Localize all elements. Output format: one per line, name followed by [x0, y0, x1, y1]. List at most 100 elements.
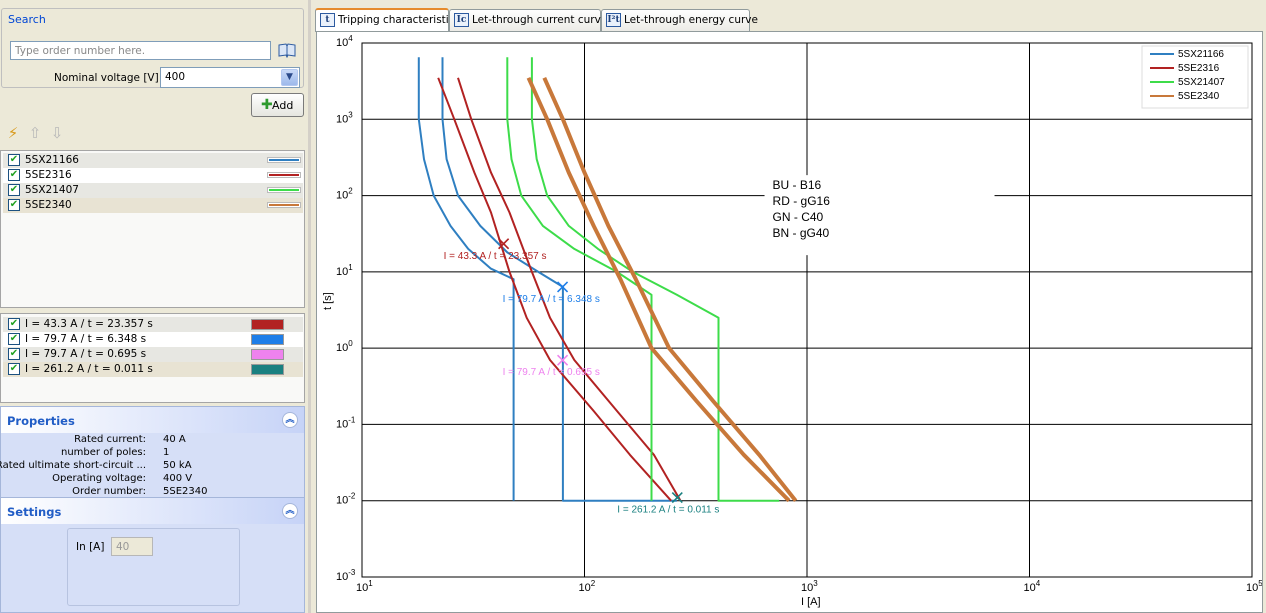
nominal-voltage-select[interactable]: 400 ▼: [160, 67, 300, 88]
x-axis-label: I [A]: [801, 596, 821, 608]
marker-list: ✔ I = 43.3 A / t = 23.357 s ✔ I = 79.7 A…: [0, 313, 305, 403]
rated-current-label: In [A]: [76, 541, 105, 553]
marker-checkbox[interactable]: ✔: [8, 363, 20, 375]
marker-label: I = 79.7 A / t = 0.695 s: [503, 367, 600, 378]
energy-curve-icon: I²t: [606, 13, 621, 27]
series-line-5SX21407: [530, 57, 780, 502]
property-value: 1: [163, 447, 170, 458]
curve-key-line: BN - gG40: [773, 226, 830, 240]
curve-key-line: RD - gG16: [773, 194, 831, 208]
y-tick-label: 10-1: [336, 415, 356, 430]
marker-label: I = 261.2 A / t = 0.011 s: [25, 363, 153, 375]
properties-header[interactable]: Properties ︽: [1, 407, 304, 433]
voltage-label: Nominal voltage [V]: [54, 72, 159, 84]
list-item[interactable]: ✔ I = 261.2 A / t = 0.011 s: [3, 362, 303, 377]
product-checkbox[interactable]: ✔: [8, 169, 20, 181]
product-label: 5SE2340: [25, 199, 72, 211]
series-line-5SX21166: [441, 57, 677, 502]
marker-checkbox[interactable]: ✔: [8, 348, 20, 360]
plus-icon: ✚: [261, 97, 273, 113]
x-tick-label: 102: [579, 579, 596, 594]
property-row: number of poles: 1: [1, 447, 306, 460]
series-swatch: [267, 157, 301, 163]
list-item[interactable]: ✔ 5SX21407: [3, 183, 303, 198]
collapse-icon[interactable]: ︽: [282, 503, 298, 519]
y-tick-label: 103: [336, 110, 353, 125]
settings-header[interactable]: Settings ︽: [1, 498, 304, 524]
tab-tripping-characteristic[interactable]: t Tripping characteristic: [315, 8, 454, 32]
list-item[interactable]: ✔ I = 79.7 A / t = 0.695 s: [3, 347, 303, 362]
property-row: Order number: 5SE2340: [1, 486, 306, 499]
chevron-down-icon[interactable]: ▼: [281, 69, 298, 86]
clear-icon[interactable]: ⚡: [7, 124, 19, 142]
list-item[interactable]: ✔ 5SE2316: [3, 168, 303, 183]
settings-panel: Settings ︽ In [A]: [0, 497, 305, 613]
search-title: Search: [8, 13, 46, 26]
property-row: Rated current: 40 A: [1, 434, 306, 447]
order-number-input[interactable]: [10, 41, 271, 60]
x-tick-label: 104: [1024, 579, 1041, 594]
list-toolbar: ⚡ ⇧ ⇩: [4, 124, 84, 144]
add-button[interactable]: ✚ Add: [251, 93, 304, 117]
current-curve-icon: Ic: [454, 13, 469, 27]
tab-label: Tripping characteristic: [338, 14, 455, 26]
marker-label: I = 79.7 A / t = 6.348 s: [503, 294, 600, 305]
y-tick-label: 102: [336, 187, 353, 202]
arrow-up-icon[interactable]: ⇧: [28, 124, 42, 142]
legend-label: 5SE2316: [1178, 63, 1220, 74]
tab-let-through-current[interactable]: Ic Let-through current curve: [449, 9, 607, 31]
series-line-5SE2340: [542, 76, 798, 502]
x-tick-label: 103: [801, 579, 818, 594]
property-value: 5SE2340: [163, 486, 208, 497]
tripping-chart[interactable]: 101 102 103 104 105 104 103 102 101 100 10-1 10-2 10…: [316, 31, 1263, 613]
product-label: 5SE2316: [25, 169, 72, 181]
product-list: ✔ 5SX21166 ✔ 5SE2316 ✔ 5SX21407 ✔ 5SE234…: [0, 150, 305, 308]
legend-label: 5SX21407: [1178, 77, 1225, 88]
tab-label: Let-through energy curve: [624, 14, 758, 26]
marker-cross: [498, 238, 510, 250]
catalog-book-icon[interactable]: [277, 41, 297, 60]
property-value: 40 A: [163, 434, 186, 445]
marker-color-swatch[interactable]: [251, 334, 284, 345]
legend-box: [1141, 45, 1249, 109]
product-checkbox[interactable]: ✔: [8, 184, 20, 196]
series-swatch: [267, 172, 301, 178]
chart-svg[interactable]: 101 102 103 104 105 104 103 102 101 100 10-1 10-2 10…: [317, 32, 1262, 612]
settings-title: Settings: [7, 505, 62, 519]
marker-label: I = 261.2 A / t = 0.011 s: [617, 505, 719, 516]
marker-color-swatch[interactable]: [251, 349, 284, 360]
chart-panel: t Tripping characteristic Ic Let-through…: [311, 0, 1266, 613]
legend-label: 5SX21166: [1178, 49, 1224, 60]
list-item[interactable]: ✔ 5SX21166: [3, 153, 303, 168]
product-checkbox[interactable]: ✔: [8, 154, 20, 166]
curve-key-line: GN - C40: [773, 210, 824, 224]
marker-color-swatch[interactable]: [251, 319, 284, 330]
tripping-icon: t: [320, 13, 335, 27]
list-item[interactable]: ✔ 5SE2340: [3, 198, 303, 213]
tab-let-through-energy[interactable]: I²t Let-through energy curve: [601, 9, 758, 31]
product-checkbox[interactable]: ✔: [8, 199, 20, 211]
marker-label: I = 43.3 A / t = 23.357 s: [444, 251, 547, 262]
list-item[interactable]: ✔ I = 79.7 A / t = 6.348 s: [3, 332, 303, 347]
y-tick-label: 101: [336, 263, 353, 278]
collapse-icon[interactable]: ︽: [282, 412, 298, 428]
y-tick-label: 10-3: [336, 568, 356, 583]
marker-checkbox[interactable]: ✔: [8, 318, 20, 330]
add-button-label: Add: [272, 98, 294, 112]
arrow-down-icon[interactable]: ⇩: [50, 124, 64, 142]
marker-color-swatch[interactable]: [251, 364, 284, 375]
tab-label: Let-through current curve: [472, 14, 608, 26]
marker-cross: [671, 491, 683, 504]
rated-current-input[interactable]: [111, 537, 153, 556]
marker-checkbox[interactable]: ✔: [8, 333, 20, 345]
x-tick-label: 105: [1246, 579, 1262, 594]
marker-label: I = 79.7 A / t = 6.348 s: [25, 333, 147, 345]
x-tick-label: 101: [356, 579, 373, 594]
property-row: Operating voltage: 400 V: [1, 473, 306, 486]
curve-key-box: [764, 175, 995, 256]
series-swatch: [267, 187, 301, 193]
y-tick-label: 104: [336, 34, 353, 49]
voltage-value: 400: [165, 71, 186, 83]
series-line-5SE2340: [526, 76, 791, 503]
list-item[interactable]: ✔ I = 43.3 A / t = 23.357 s: [3, 317, 303, 332]
